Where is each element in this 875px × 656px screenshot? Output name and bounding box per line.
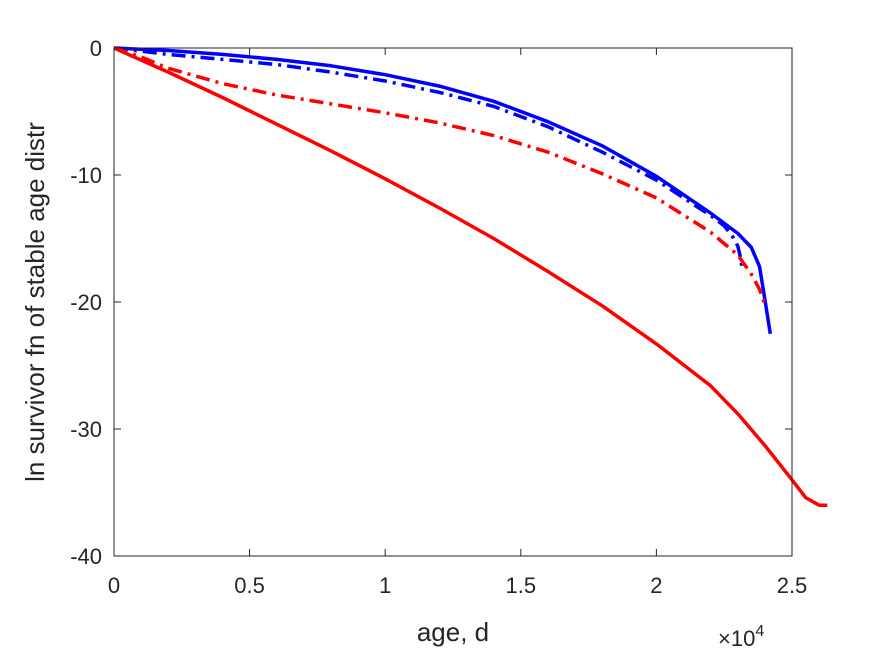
series-line-3: [113, 46, 767, 306]
series-line-4: [113, 46, 828, 507]
x-exponent-power: 4: [755, 623, 764, 640]
x-tick-label: 0.5: [234, 573, 265, 598]
y-tick-label: -10: [70, 163, 102, 188]
x-axis-label: age, d: [417, 617, 489, 647]
y-tick-label: -40: [70, 544, 102, 569]
series-layer: [113, 46, 828, 507]
y-tick-label: -30: [70, 417, 102, 442]
x-tick-label: 1.5: [506, 573, 537, 598]
series-line-1: [113, 46, 773, 335]
x-tick-label: 1: [379, 573, 391, 598]
x-tick-label: 2.5: [777, 573, 808, 598]
plot-area: [114, 48, 792, 556]
x-exponent-base: ×10: [718, 626, 755, 651]
y-tick-label: -20: [70, 290, 102, 315]
y-axis-label: ln survivor fn of stable age distr: [20, 122, 50, 482]
ticks-layer: 0 0.5 1 1.5 2 2.5 0 -10 -20 -30 -40: [70, 36, 807, 598]
y-tick-label: 0: [90, 36, 102, 61]
series-line-2: [113, 46, 744, 267]
x-tick-label: 0: [108, 573, 120, 598]
x-tick-label: 2: [650, 573, 662, 598]
x-exponent-label: ×104: [718, 623, 764, 651]
